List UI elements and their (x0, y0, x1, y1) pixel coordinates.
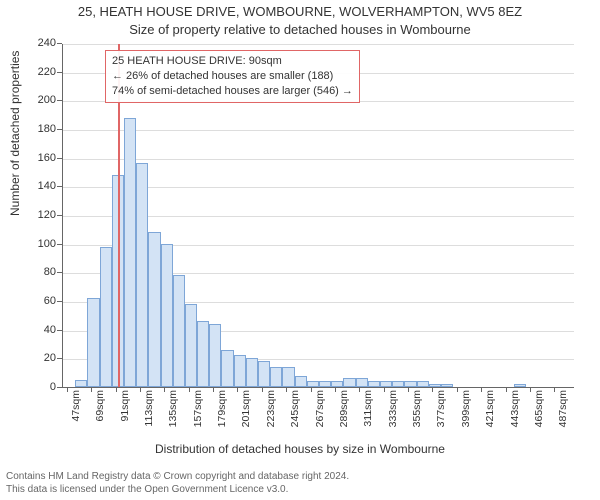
histogram-bar (173, 275, 185, 387)
x-tick: 179sqm (216, 390, 228, 440)
y-tick: 140 (0, 180, 56, 192)
y-tick: 20 (0, 352, 56, 364)
histogram-bar (234, 355, 246, 387)
histogram-bar (380, 381, 392, 387)
y-tick: 100 (0, 238, 56, 250)
y-tick: 220 (0, 66, 56, 78)
histogram-bar (258, 361, 270, 387)
x-axis-label: Distribution of detached houses by size … (0, 442, 600, 456)
x-tick: 245sqm (289, 390, 301, 440)
histogram-bar (319, 381, 331, 387)
x-tick: 135sqm (167, 390, 179, 440)
y-tick: 160 (0, 152, 56, 164)
histogram-bar (124, 118, 136, 387)
x-tick: 267sqm (314, 390, 326, 440)
x-tick: 421sqm (484, 390, 496, 440)
histogram-bar (100, 247, 112, 387)
histogram-bar (295, 376, 307, 387)
y-tick: 0 (0, 381, 56, 393)
histogram-bar (185, 304, 197, 387)
annotation-line-2: ← 26% of detached houses are smaller (18… (112, 69, 353, 84)
histogram-bar (392, 381, 404, 387)
histogram-bar (270, 367, 282, 387)
chart-subtitle: Size of property relative to detached ho… (0, 22, 600, 37)
chart-container: 25, HEATH HOUSE DRIVE, WOMBOURNE, WOLVER… (0, 0, 600, 500)
histogram-bar (307, 381, 319, 387)
gridline (63, 159, 574, 160)
histogram-bar (209, 324, 221, 387)
x-tick: 69sqm (94, 390, 106, 440)
histogram-bar (343, 378, 355, 387)
x-tick: 91sqm (119, 390, 131, 440)
x-tick: 47sqm (70, 390, 82, 440)
histogram-bar (441, 384, 453, 387)
y-tick: 80 (0, 266, 56, 278)
x-tick: 399sqm (460, 390, 472, 440)
x-tick: 333sqm (387, 390, 399, 440)
footer-line-2: This data is licensed under the Open Gov… (6, 484, 594, 497)
x-tick: 223sqm (265, 390, 277, 440)
footer-line-1: Contains HM Land Registry data © Crown c… (6, 471, 594, 484)
x-tick: 377sqm (435, 390, 447, 440)
y-tick: 60 (0, 295, 56, 307)
histogram-bar (136, 163, 148, 387)
histogram-bar (514, 384, 526, 387)
histogram-bar (161, 244, 173, 387)
x-tick: 201sqm (240, 390, 252, 440)
histogram-bar (356, 378, 368, 387)
chart-title: 25, HEATH HOUSE DRIVE, WOMBOURNE, WOLVER… (0, 4, 600, 19)
gridline (63, 130, 574, 131)
histogram-bar (429, 384, 441, 387)
histogram-bar (368, 381, 380, 387)
histogram-bar (197, 321, 209, 387)
annotation-box: 25 HEATH HOUSE DRIVE: 90sqm← 26% of deta… (105, 50, 360, 103)
plot-area: 25 HEATH HOUSE DRIVE: 90sqm← 26% of deta… (62, 44, 574, 388)
y-tick: 200 (0, 94, 56, 106)
histogram-bar (417, 381, 429, 387)
y-tick: 40 (0, 324, 56, 336)
histogram-bar (246, 358, 258, 387)
histogram-bar (87, 298, 99, 387)
x-tick: 157sqm (192, 390, 204, 440)
annotation-line-3: 74% of semi-detached houses are larger (… (112, 84, 353, 99)
x-tick: 355sqm (411, 390, 423, 440)
histogram-bar (331, 381, 343, 387)
y-tick: 240 (0, 37, 56, 49)
annotation-line-1: 25 HEATH HOUSE DRIVE: 90sqm (112, 54, 353, 69)
gridline (63, 44, 574, 45)
histogram-bar (221, 350, 233, 387)
y-tick: 120 (0, 209, 56, 221)
x-tick: 443sqm (509, 390, 521, 440)
histogram-bar (282, 367, 294, 387)
footer-attribution: Contains HM Land Registry data © Crown c… (6, 471, 594, 496)
histogram-bar (148, 232, 160, 387)
histogram-bar (75, 380, 87, 387)
y-tick: 180 (0, 123, 56, 135)
x-tick: 311sqm (362, 390, 374, 440)
histogram-bar (404, 381, 416, 387)
x-tick: 465sqm (533, 390, 545, 440)
x-tick: 487sqm (557, 390, 569, 440)
x-tick: 289sqm (338, 390, 350, 440)
x-tick: 113sqm (143, 390, 155, 440)
